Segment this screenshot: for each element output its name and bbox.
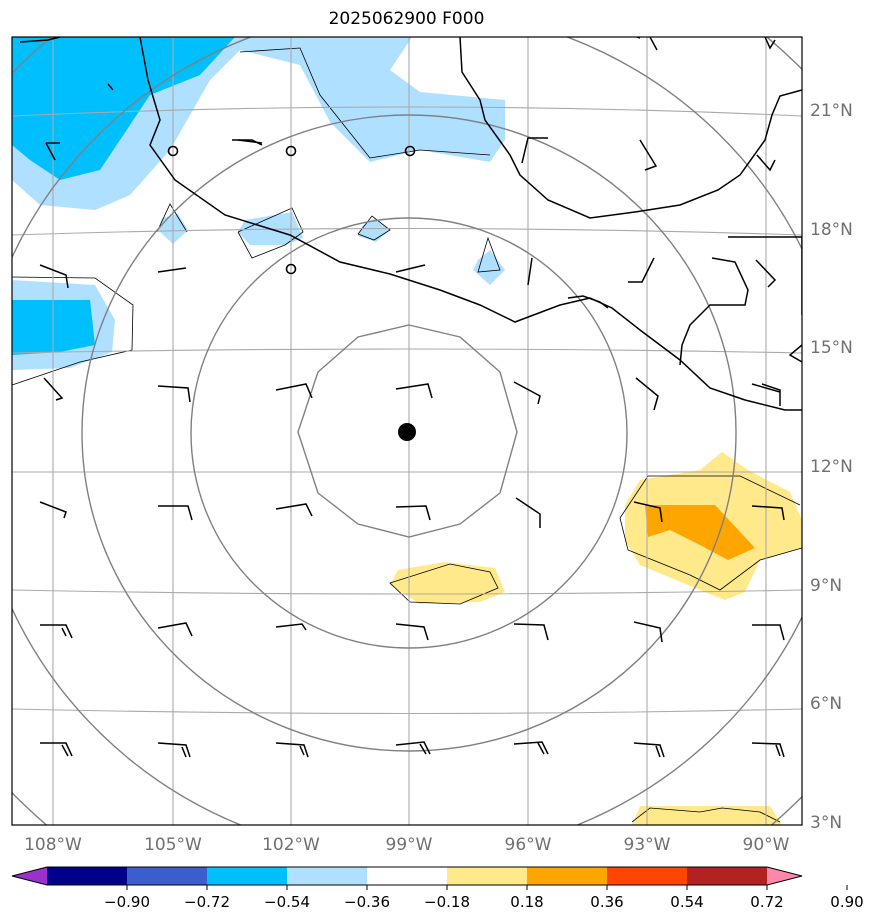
lon-label: 108°W	[24, 835, 82, 855]
wind-barb	[158, 505, 193, 521]
colorbar-tick-label: 0.36	[590, 893, 623, 911]
wind-barb	[633, 621, 663, 643]
wind-barb	[275, 742, 309, 758]
wind-barb	[395, 741, 431, 755]
colorbar: −0.90 −0.72 −0.54 −0.36 −0.18 0.18 0.36 0.54 0.7…	[11, 866, 864, 911]
colorbar-segment	[527, 867, 608, 885]
colorbar-tick-label: 0.90	[830, 893, 863, 911]
colorbar-tick-label: −0.54	[264, 893, 310, 911]
colorbar-segment	[47, 867, 128, 885]
colorbar-tick-label: 0.54	[670, 893, 703, 911]
lon-label: 99°W	[386, 835, 433, 855]
wind-barb	[639, 139, 658, 171]
wind-barb	[157, 622, 193, 637]
lat-label: 3°N	[810, 813, 842, 833]
map-title: 2025062900 F000	[328, 9, 485, 29]
wind-barb	[751, 383, 781, 393]
colorbar-tick-label: −0.72	[184, 893, 230, 911]
wind-barb	[275, 503, 313, 517]
negative-anomaly-core	[12, 37, 235, 180]
lon-label: 96°W	[505, 835, 552, 855]
wind-barbs	[39, 137, 785, 758]
negative-anomaly-region	[473, 250, 505, 285]
wind-barb	[751, 742, 785, 758]
wind-barb	[513, 381, 541, 405]
coastline	[19, 37, 802, 411]
wind-barb	[45, 142, 60, 161]
wind-barb	[633, 501, 663, 523]
wind-barb	[43, 377, 64, 401]
wind-barb	[157, 385, 191, 403]
lon-label: 105°W	[144, 835, 202, 855]
wind-barb	[395, 264, 426, 273]
positive-anomaly-region	[390, 562, 505, 604]
calm-wind-circle	[285, 145, 297, 157]
wind-barb	[633, 742, 665, 758]
wind-barb	[756, 154, 776, 172]
wind-barb	[237, 139, 263, 144]
wind-barb	[395, 383, 433, 399]
contour-lines	[12, 47, 802, 823]
map-frame	[11, 36, 803, 826]
colorbar-tick-label: −0.90	[104, 893, 150, 911]
calm-wind-circle	[285, 263, 297, 275]
wind-barb	[527, 257, 533, 286]
wind-barb	[752, 624, 785, 641]
colorbar-tick-label: −0.36	[344, 893, 390, 911]
colorbar-extend-max	[767, 867, 802, 885]
longitude-labels: 108°W 105°W 102°W 99°W 96°W 93°W 90°W	[24, 835, 790, 855]
calm-wind-circle	[404, 145, 416, 157]
colorbar-tick-label: 0.18	[510, 893, 543, 911]
colorbar-segment	[367, 867, 448, 885]
wind-barb	[628, 257, 655, 283]
lon-label: 93°W	[624, 835, 671, 855]
lat-label: 15°N	[810, 338, 853, 358]
colorbar-segment	[447, 867, 528, 885]
wind-barb	[157, 742, 191, 758]
latitude-labels: 21°N 18°N 15°N 12°N 9°N 6°N 3°N	[810, 101, 853, 833]
lat-label: 6°N	[810, 694, 842, 714]
wind-barb	[157, 267, 187, 273]
wind-barb	[521, 137, 548, 164]
lon-label: 102°W	[262, 835, 320, 855]
wind-barb	[39, 501, 67, 519]
colorbar-extend-min	[12, 867, 47, 885]
wind-barb	[515, 497, 541, 528]
lat-label: 12°N	[810, 457, 853, 477]
colorbar-segment	[207, 867, 288, 885]
colorbar-segment	[607, 867, 688, 885]
wind-barb	[275, 383, 313, 399]
negative-anomaly-region	[358, 218, 390, 242]
wind-barb	[513, 741, 549, 755]
shaded-field-layer	[12, 37, 802, 825]
calm-wind-circle	[167, 145, 179, 157]
lat-label: 21°N	[810, 101, 853, 121]
positive-anomaly-core	[645, 505, 755, 560]
wind-barb	[40, 742, 73, 757]
wind-barb	[395, 623, 429, 641]
wind-barb	[635, 377, 659, 411]
colorbar-tick-label: 0.72	[750, 893, 783, 911]
lon-label: 90°W	[743, 835, 790, 855]
colorbar-segment	[287, 867, 368, 885]
lat-label: 9°N	[810, 576, 842, 596]
wind-barb	[395, 505, 431, 521]
positive-anomaly-region	[632, 806, 782, 825]
wind-barb	[39, 264, 69, 289]
lat-label: 18°N	[810, 220, 853, 240]
colorbar-segment	[127, 867, 208, 885]
wind-barb	[513, 623, 549, 641]
wind-barb	[751, 505, 785, 521]
colorbar-segment	[687, 867, 768, 885]
storm-center-dot	[398, 423, 416, 441]
wind-barb	[755, 259, 777, 288]
wind-barb	[40, 624, 73, 639]
colorbar-outline	[11, 866, 803, 886]
wind-barb	[275, 623, 307, 631]
colorbar-tick-label: −0.18	[424, 893, 470, 911]
calm-wind-markers	[167, 145, 416, 275]
